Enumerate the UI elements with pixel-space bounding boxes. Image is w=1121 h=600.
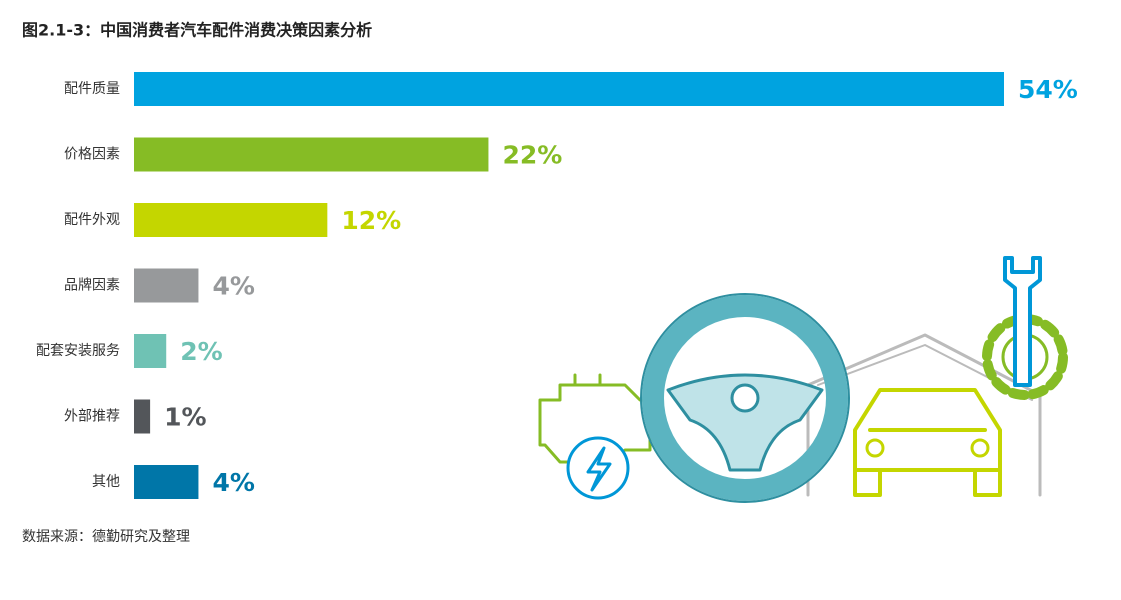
engine xyxy=(538,383,652,464)
steering-wheel-edge xyxy=(640,293,850,503)
value-label: 2% xyxy=(180,337,222,366)
value-label: 22% xyxy=(502,141,562,170)
lightning xyxy=(586,446,612,492)
steering-wheel xyxy=(642,295,848,501)
category-label: 外部推荐 xyxy=(64,409,120,425)
chart-title: 图2.1-3：中国消费者汽车配件消费决策因素分析 xyxy=(22,21,372,40)
category-label: 配件质量 xyxy=(64,81,120,97)
steering-hub xyxy=(730,383,760,413)
value-label: 1% xyxy=(164,403,206,432)
category-label: 品牌因素 xyxy=(64,277,120,294)
wrench xyxy=(1003,256,1042,387)
source-note: 数据来源：德勤研究及整理 xyxy=(22,529,190,545)
bar xyxy=(134,203,328,237)
category-label: 配件外观 xyxy=(64,212,120,228)
category-label: 配套安装服务 xyxy=(36,343,120,359)
bar xyxy=(134,268,199,303)
car-light xyxy=(970,438,990,458)
garage xyxy=(806,333,1042,497)
bar xyxy=(134,465,199,499)
bar xyxy=(134,72,1004,106)
illustration xyxy=(538,256,1068,503)
car-light xyxy=(865,438,885,458)
steering-spokes xyxy=(666,373,824,472)
power-icon xyxy=(566,436,630,500)
value-label: 4% xyxy=(212,468,254,497)
bar xyxy=(134,137,489,172)
value-label: 4% xyxy=(212,272,254,301)
bar xyxy=(134,399,151,434)
value-label: 12% xyxy=(341,206,401,235)
car-wheels xyxy=(853,468,1002,497)
category-label: 其他 xyxy=(92,474,120,490)
category-label: 价格因素 xyxy=(64,147,120,163)
value-label: 54% xyxy=(1018,75,1078,104)
bar xyxy=(134,334,167,368)
